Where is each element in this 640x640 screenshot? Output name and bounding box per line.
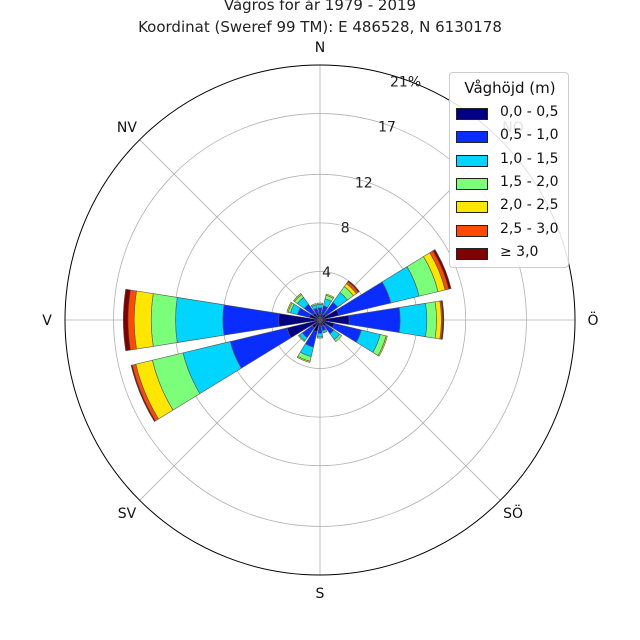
direction-label: V	[42, 313, 52, 329]
petal-segment	[322, 328, 328, 334]
legend-label: 1,0 - 1,5	[500, 150, 559, 167]
legend-swatch	[456, 154, 488, 167]
petal-segment	[133, 290, 154, 350]
petal-segment	[398, 302, 428, 338]
grid-spoke	[139, 319, 321, 501]
petal-segment	[316, 302, 324, 305]
legend-swatch	[456, 131, 488, 144]
petal-segment	[175, 297, 225, 343]
petal-segment	[222, 304, 280, 336]
grid-spoke	[139, 139, 321, 321]
chart-title: Vågros för år 1979 - 2019	[223, 0, 417, 14]
legend-label: 2,5 - 3,0	[500, 220, 559, 237]
legend-label: 0,5 - 1,0	[500, 127, 559, 144]
petal-segment	[316, 332, 324, 338]
legend-title: Våghöjd (m)	[464, 79, 556, 97]
direction-label: SÖ	[503, 504, 523, 522]
petal-segment	[440, 300, 445, 340]
outer-circle	[64, 64, 576, 576]
grid-spoke	[319, 319, 501, 501]
petal-segment	[150, 293, 178, 347]
petal-segment	[316, 336, 324, 339]
legend-label: 2,0 - 2,5	[500, 197, 559, 214]
legend-swatch	[456, 177, 488, 190]
radial-tick-label: 21%	[390, 74, 421, 90]
petal-segment	[122, 288, 131, 352]
legend-label: 1,5 - 2,0	[500, 173, 559, 190]
radial-tick-label: 8	[341, 220, 350, 236]
direction-label: Ö	[587, 311, 598, 329]
petal-segment	[130, 364, 156, 422]
petal-segment	[310, 303, 317, 307]
petal-segment	[293, 293, 302, 302]
legend-swatch	[456, 108, 488, 120]
petal-segment	[317, 303, 323, 309]
petal-segment	[297, 334, 306, 343]
petal-segment	[425, 301, 437, 339]
direction-label: SV	[118, 506, 137, 522]
legend-swatch	[456, 247, 488, 260]
petal-segment	[229, 327, 292, 369]
direction-label: S	[316, 586, 325, 602]
petal-segment	[377, 335, 388, 357]
legend-label: 0,0 - 0,5	[500, 104, 559, 120]
legend-swatch	[456, 201, 488, 214]
legend-label: ≥ 3,0	[500, 243, 539, 260]
petal-segment	[432, 249, 452, 290]
legend: Våghöjd (m) 0,0 - 0,5 0,5 - 1,0 1,0 - 1,5 1…	[449, 72, 569, 268]
petal-segment	[333, 333, 343, 343]
direction-label: NV	[117, 120, 137, 136]
direction-label: N	[315, 40, 325, 56]
radial-tick-label: 12	[355, 175, 373, 191]
radial-tick-label: 17	[378, 119, 396, 135]
petal-segment	[325, 293, 335, 299]
petal-segment	[347, 280, 360, 293]
chart-subtitle: Koordinat (Sweref 99 TM): E 486528, N 61…	[138, 18, 502, 36]
petal-segment	[296, 355, 311, 363]
legend-swatch	[456, 224, 488, 237]
petal-segment	[286, 301, 293, 313]
radial-tick-label: 4	[322, 265, 331, 281]
